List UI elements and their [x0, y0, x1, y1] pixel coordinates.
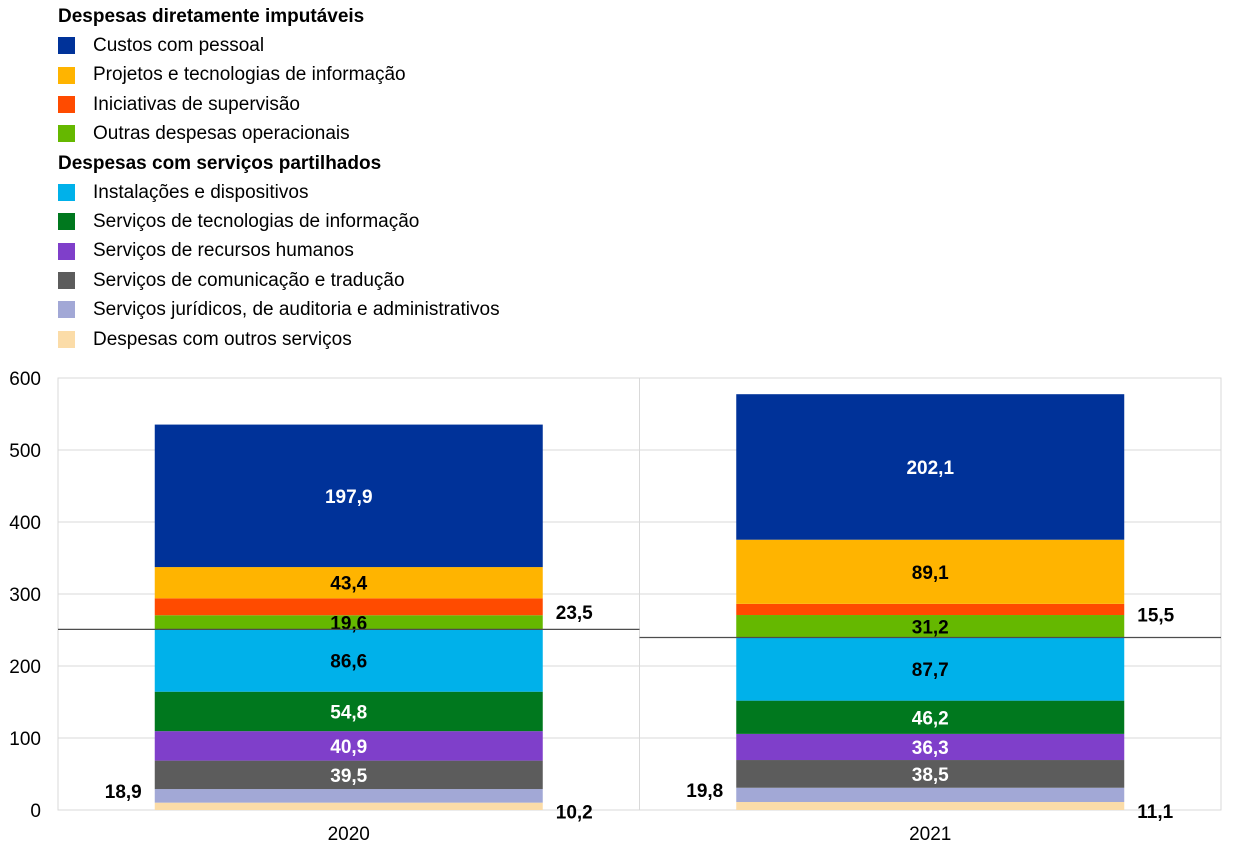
data-label-servicos-de-comunicacao-e-traducao-2021: 38,5	[912, 765, 949, 786]
data-label-servicos-juridicos-de-auditoria-e-administrativos-2020: 18,9	[105, 782, 142, 803]
bar-segment-iniciativas-de-supervisao-2021	[736, 603, 1125, 616]
bar-segment-servicos-juridicos-de-auditoria-e-administrativos-2020	[154, 789, 543, 803]
legend-swatch	[58, 271, 75, 289]
legend-swatch	[58, 301, 75, 319]
legend-label: Custos com pessoal	[93, 35, 265, 56]
data-label-servicos-de-tecnologias-de-informacao-2020: 54,8	[330, 702, 367, 723]
legend-label: Despesas com outros serviços	[93, 328, 352, 350]
legend-item-projetos-e-tecnologias-de-informacao: Projetos e tecnologias de informação	[58, 60, 500, 89]
bar-segment-outras-despesas-operacionais-2020	[154, 615, 543, 630]
x-tick-label: 2020	[328, 824, 370, 845]
bar-segment-servicos-de-tecnologias-de-informacao-2021	[736, 700, 1125, 734]
legend-item-outras-despesas-operacionais: Outras despesas operacionais	[58, 119, 500, 148]
legend-label: Serviços de comunicação e tradução	[93, 269, 405, 291]
bar-segment-custos-com-pessoal-2021	[736, 394, 1125, 540]
x-tick-label: 2021	[909, 824, 951, 845]
bar-segment-custos-com-pessoal-2020	[154, 424, 543, 568]
legend-swatch	[58, 125, 75, 143]
legend-swatch	[58, 66, 75, 84]
bar-segment-outras-despesas-operacionais-2021	[736, 615, 1125, 638]
data-label-projetos-e-tecnologias-de-informacao-2021: 89,1	[912, 563, 949, 584]
chart-legend: Despesas diretamente imputáveis Custos c…	[58, 2, 500, 354]
data-label-despesas-com-outros-servicos-2021: 11,1	[1137, 802, 1173, 823]
data-label-iniciativas-de-supervisao-2020: 23,5	[556, 603, 593, 624]
data-label-servicos-de-comunicacao-e-traducao-2020: 39,5	[330, 766, 367, 787]
legend-item-servicos-de-tecnologias-de-informacao: Serviços de tecnologias de informação	[58, 207, 500, 236]
bar-segment-projetos-e-tecnologias-de-informacao-2021	[736, 539, 1125, 604]
y-tick-label: 400	[9, 513, 41, 534]
data-label-despesas-com-outros-servicos-2020: 10,2	[556, 802, 593, 823]
legend-label: Iniciativas de supervisão	[93, 93, 300, 115]
legend-group-title: Despesas diretamente imputáveis	[58, 6, 365, 27]
legend-item-despesas-com-outros-servicos: Despesas com outros serviços	[58, 325, 500, 354]
bar-segment-servicos-de-comunicacao-e-traducao-2020	[154, 760, 543, 790]
legend-swatch	[58, 37, 75, 55]
bar-segment-despesas-com-outros-servicos-2020	[154, 802, 543, 810]
bar-segment-servicos-juridicos-de-auditoria-e-administrativos-2021	[736, 787, 1125, 803]
legend-item-instalacoes-e-dispositivos: Instalações e dispositivos	[58, 178, 500, 207]
bar-segment-servicos-de-recursos-humanos-2020	[154, 731, 543, 761]
legend-group-title: Despesas com serviços partilhados	[58, 152, 382, 174]
data-label-servicos-de-recursos-humanos-2021: 36,3	[912, 738, 949, 759]
y-tick-label: 0	[30, 801, 41, 822]
legend-label: Outras despesas operacionais	[93, 123, 350, 145]
legend-label: Serviços de recursos humanos	[93, 240, 354, 262]
data-label-custos-com-pessoal-2020: 197,9	[325, 487, 373, 508]
legend-swatch	[58, 183, 75, 201]
y-tick-label: 500	[9, 441, 41, 462]
data-label-projetos-e-tecnologias-de-informacao-2020: 43,4	[330, 574, 367, 595]
y-tick-label: 200	[9, 657, 41, 678]
bar-segment-servicos-de-comunicacao-e-traducao-2021	[736, 760, 1125, 788]
legend-swatch	[58, 242, 75, 260]
legend-item-custos-com-pessoal: Custos com pessoal	[58, 31, 500, 60]
legend-swatch	[58, 330, 75, 348]
y-tick-label: 100	[9, 729, 41, 750]
data-label-instalacoes-e-dispositivos-2021: 87,7	[912, 660, 949, 681]
legend-label: Serviços de tecnologias de informação	[93, 210, 420, 232]
data-label-servicos-de-tecnologias-de-informacao-2021: 46,2	[912, 708, 949, 729]
data-label-servicos-de-recursos-humanos-2020: 40,9	[330, 737, 367, 758]
bar-segment-servicos-de-recursos-humanos-2021	[736, 733, 1125, 761]
y-tick-label: 600	[9, 369, 41, 390]
bar-segment-instalacoes-e-dispositivos-2020	[154, 629, 543, 692]
legend-swatch	[58, 213, 75, 231]
bar-segment-iniciativas-de-supervisao-2020	[154, 598, 543, 616]
data-label-custos-com-pessoal-2021: 202,1	[906, 458, 954, 479]
legend-swatch	[58, 95, 75, 113]
y-tick-label: 300	[9, 585, 41, 606]
legend-label: Instalações e dispositivos	[93, 181, 309, 203]
legend-item-servicos-de-recursos-humanos: Serviços de recursos humanos	[58, 236, 500, 265]
bar-segment-instalacoes-e-dispositivos-2021	[736, 637, 1125, 701]
data-label-iniciativas-de-supervisao-2021: 15,5	[1137, 605, 1174, 626]
bar-segment-projetos-e-tecnologias-de-informacao-2020	[154, 567, 543, 599]
data-label-outras-despesas-operacionais-2021: 31,2	[912, 617, 949, 638]
bar-segment-despesas-com-outros-servicos-2021	[736, 802, 1125, 810]
legend-item-servicos-de-comunicacao-e-traducao: Serviços de comunicação e tradução	[58, 266, 500, 295]
legend-item-iniciativas-de-supervisao: Iniciativas de supervisão	[58, 90, 500, 119]
data-label-outras-despesas-operacionais-2020: 19,6	[330, 613, 367, 634]
legend-item-servicos-juridicos-de-auditoria-e-administrativos: Serviços jurídicos, de auditoria e admin…	[58, 295, 500, 324]
legend-label: Projetos e tecnologias de informação	[93, 64, 406, 86]
legend-label: Serviços jurídicos, de auditoria e admin…	[93, 299, 500, 321]
data-label-instalacoes-e-dispositivos-2020: 86,6	[330, 652, 367, 673]
data-label-servicos-juridicos-de-auditoria-e-administrativos-2021: 19,8	[686, 781, 723, 802]
bar-segment-servicos-de-tecnologias-de-informacao-2020	[154, 691, 543, 732]
